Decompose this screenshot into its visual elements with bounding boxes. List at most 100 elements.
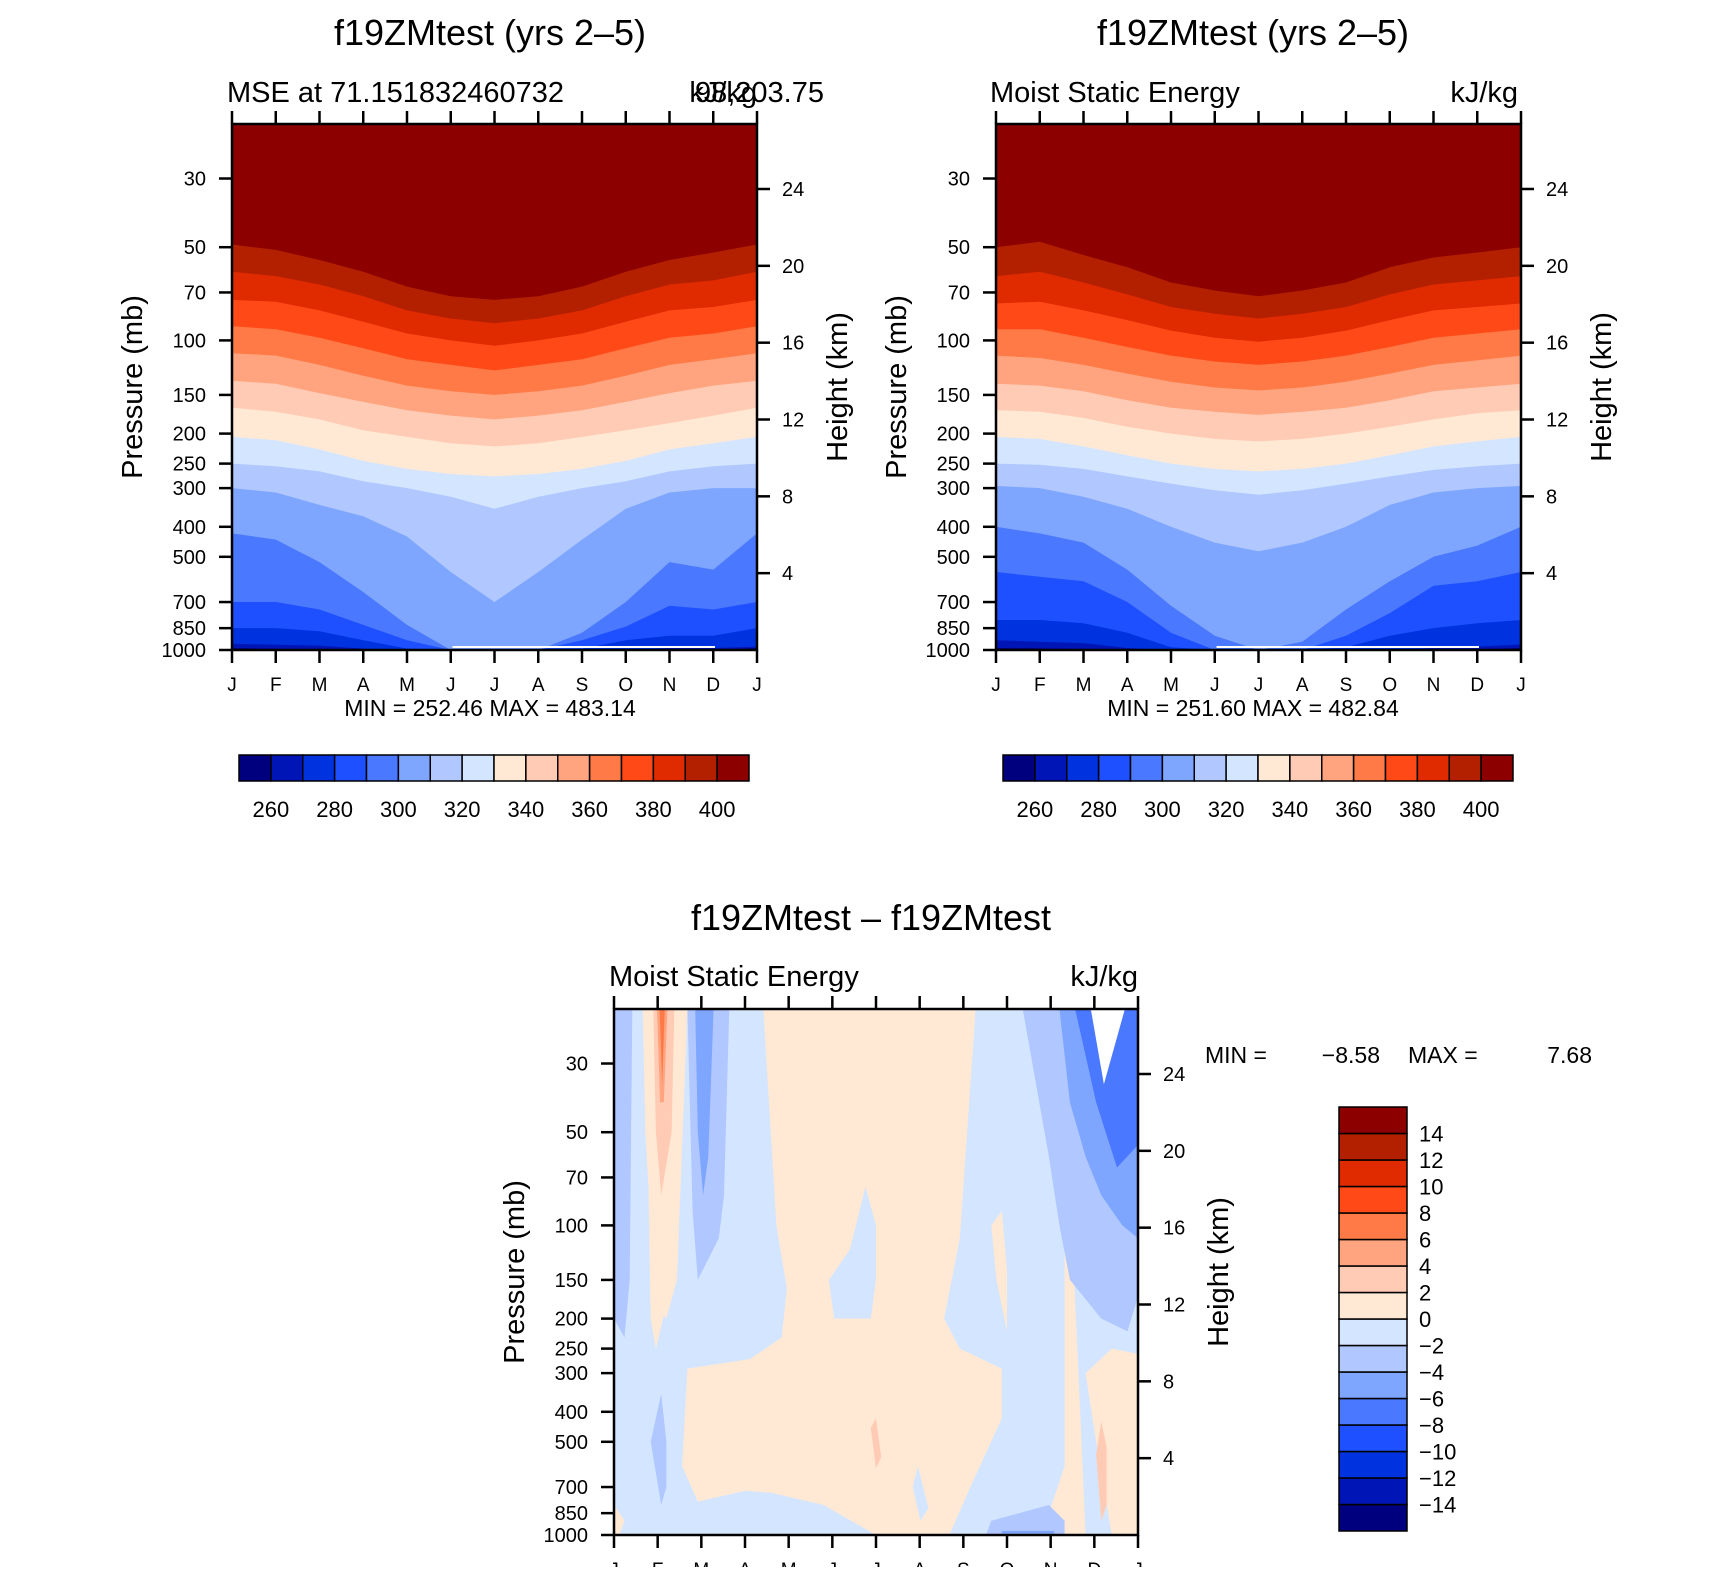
colorbar-label: 340 [508,797,545,822]
x-tick-label: D [1087,1560,1101,1567]
panel-1-subtitle-right: 98,203.75 [695,77,824,109]
panel-3-stats-min-label: MIN = [1205,1042,1267,1068]
colorbar-label: 10 [1419,1175,1443,1200]
x-tick-label: S [957,1560,970,1567]
panel-3: f19ZMtest – f19ZMtest Moist Static Energ… [499,897,1592,1572]
colorbar-label: −2 [1419,1334,1444,1359]
colorbar-swatch [1066,754,1100,782]
y-tick-right-label: 16 [782,333,804,355]
colorbar-swatch [238,754,272,782]
colorbar-swatch [1129,754,1164,782]
panel-1: f19ZMtest (yrs 2–5) MSE at 71.1518324607… [117,12,854,822]
x-tick-label: F [270,675,282,696]
colorbar-swatch [1338,1265,1408,1294]
panel-2-subtitle-left: Moist Static Energy [990,77,1240,109]
colorbar-swatch [1338,1106,1408,1135]
panel-3-stats-max-label: MAX = [1408,1042,1478,1068]
colorbar-swatch [1338,1371,1408,1400]
y-tick-label: 100 [937,330,970,352]
y-tick-label: 150 [173,385,206,407]
colorbar-swatch [1225,754,1259,782]
band-pos6-8 [659,1009,665,1085]
colorbar-swatch [1338,1318,1408,1347]
x-tick-label: J [446,675,456,696]
y-tick-label: 850 [555,1503,588,1525]
x-tick-label: J [1133,1560,1143,1567]
panel-1-subtitle-left: MSE at 71.151832460732 [227,77,564,109]
y-tick-label: 200 [937,424,970,446]
colorbar-label: 2 [1419,1281,1431,1306]
y-tick-label: 150 [937,385,970,407]
y-tick-label: 100 [555,1215,588,1237]
colorbar-swatch [684,754,718,782]
colorbar-label: 280 [1080,797,1117,822]
panel-2-colorbar: 260 280 300 320 340 360 380 400 [1002,754,1514,822]
colorbar-swatch [588,754,623,782]
y-axis-label-right: Height (km) [1203,1197,1235,1347]
y-tick-label: 300 [555,1363,588,1385]
colorbar-swatch [1338,1291,1408,1320]
colorbar-swatch [1321,754,1355,782]
y-tick-label: 400 [937,517,970,539]
colorbar-label: 360 [1335,797,1372,822]
colorbar-label: 340 [1272,797,1309,822]
y-tick-right-label: 20 [1163,1141,1185,1163]
colorbar-swatch [302,754,336,782]
x-tick-label: J [828,1560,838,1567]
x-tick-label: M [1076,675,1092,696]
panel-2-plot [996,124,1521,650]
colorbar-swatch [1193,754,1227,782]
colorbar-swatch [1384,754,1419,782]
colorbar-swatch [652,754,686,782]
colorbar-label: 280 [316,797,353,822]
colorbar-label: 8 [1419,1201,1431,1226]
band-pos0-2-nov [1048,1063,1138,1535]
panel-2: f19ZMtest (yrs 2–5) Moist Static Energy … [881,12,1618,822]
x-tick-label: J [991,675,1001,696]
y-tick-right-label: 20 [782,256,804,278]
y-tick-label: 250 [173,454,206,476]
colorbar-swatch [1416,754,1450,782]
y-axis-label: Pressure (mb) [499,1180,531,1364]
y-tick-label: 100 [173,330,206,352]
x-tick-label: J [752,675,762,696]
x-tick-label: J [871,1560,881,1567]
panel-3-subtitle-right: kJ/kg [1070,961,1138,993]
y-tick-label: 200 [173,424,206,446]
panel-3-stats-max: 7.68 [1547,1042,1592,1068]
band-pos2-4-jul [870,1418,882,1469]
y-tick-label: 500 [555,1432,588,1454]
colorbar-label: −4 [1419,1360,1444,1385]
panel-2-subtitle-right: kJ/kg [1450,77,1518,109]
colorbar-label: 6 [1419,1228,1431,1253]
x-tick-label: A [532,675,545,696]
x-tick-label: O [618,675,633,696]
y-tick-label: 200 [555,1309,588,1331]
band-neg0-2-jul [828,1186,876,1319]
colorbar-swatch [1338,1424,1408,1453]
panel-2-title: f19ZMtest (yrs 2–5) [1097,12,1409,53]
colorbar-label: −8 [1419,1413,1444,1438]
x-tick-label: O [1000,1560,1015,1567]
y-tick-label: 850 [937,618,970,640]
colorbar-label: 0 [1419,1307,1431,1332]
colorbar-swatch [1338,1344,1408,1373]
y-tick-label: 1000 [544,1525,589,1547]
y-tick-label: 50 [948,237,970,259]
x-tick-label: F [652,1560,664,1567]
x-tick-label: D [706,675,720,696]
panel-3-subtitle-left: Moist Static Energy [609,961,859,993]
colorbar-label: −6 [1419,1387,1444,1412]
band-neg2-4-feb [650,1393,667,1505]
colorbar-swatch [1448,754,1482,782]
y-tick-label: 300 [173,478,206,500]
panel-1-title: f19ZMtest (yrs 2–5) [334,12,646,53]
band-neg4-6-mar [695,1009,714,1196]
y-tick-label: 500 [937,547,970,569]
colorbar-swatch [429,754,463,782]
y-tick-label: 30 [184,169,206,191]
y-tick-label: 50 [566,1122,588,1144]
x-tick-label: S [1340,675,1353,696]
colorbar-swatch [1338,1503,1408,1532]
